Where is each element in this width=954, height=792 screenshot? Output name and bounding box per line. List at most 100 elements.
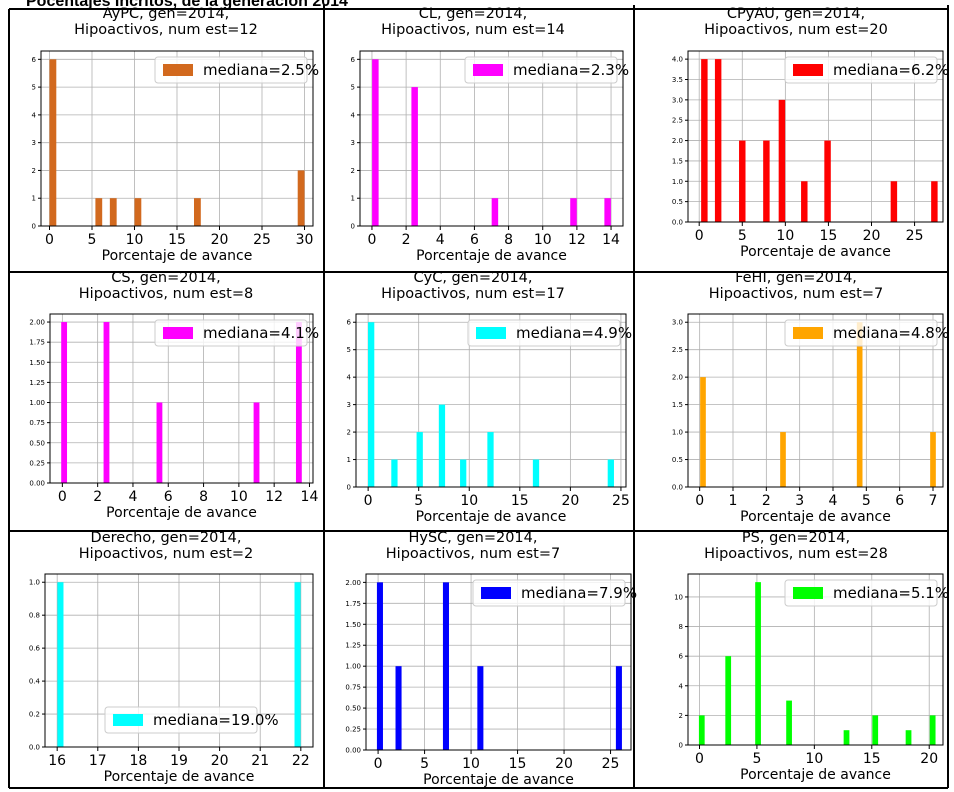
x-tick-label: 0: [695, 228, 704, 244]
y-tick-label: 0.0: [29, 744, 40, 752]
y-tick-label: 3.5: [672, 76, 683, 84]
y-tick-label: 1.00: [345, 663, 361, 671]
histogram-bar: [931, 181, 938, 222]
x-tick-label: 5: [738, 228, 747, 244]
histogram-bar: [376, 582, 383, 750]
y-tick-label: 1.5: [672, 401, 683, 409]
y-tick-label: 1: [351, 195, 355, 203]
y-tick-label: 0.50: [345, 705, 361, 713]
y-tick-label: 2.5: [672, 346, 683, 354]
y-tick-label: 0.2: [29, 711, 40, 719]
y-tick-label: 0.75: [345, 684, 361, 692]
panel-title: AyPC, gen=2014,: [103, 6, 230, 22]
y-tick-label: 6: [347, 319, 352, 327]
y-tick-label: 2.5: [672, 117, 683, 125]
histogram-bar: [109, 198, 117, 226]
histogram-bar: [607, 459, 614, 487]
x-axis-label: Porcentaje de avance: [104, 769, 255, 785]
x-tick-label: 2: [93, 489, 102, 505]
y-tick-label: 3: [351, 139, 355, 147]
plot-frame: [355, 313, 627, 488]
histogram-bar: [411, 87, 418, 226]
legend-box: [464, 56, 618, 84]
y-tick-label: 0: [347, 484, 351, 492]
y-tick-label: 0: [351, 223, 355, 231]
x-axis-label: Porcentaje de avance: [416, 509, 567, 525]
x-tick-label: 0: [374, 756, 383, 772]
figure-header: Pocentajes Incritos, de la generación 20…: [26, 0, 348, 10]
histogram-bar: [61, 322, 68, 483]
y-tick-label: 4.0: [672, 56, 683, 64]
y-tick-label: 0.50: [29, 439, 45, 447]
x-tick-label: 20: [561, 493, 579, 509]
histogram-bar: [714, 59, 722, 223]
legend-label: mediana=4.9%: [516, 324, 632, 342]
histogram-panel: CPyAU, gen=2014,Hipoactivos, num est=20 0…: [672, 6, 949, 260]
x-tick-label: 6: [470, 232, 479, 248]
legend-label: mediana=7.9%: [521, 584, 637, 602]
x-tick-label: 15: [511, 493, 529, 509]
histogram-panel: FeHI, gen=2014,Hipoactivos, num est=7 0 1 2…: [672, 270, 949, 525]
y-tick-label: 0.6: [29, 645, 41, 653]
y-tick-label: 1: [347, 456, 351, 464]
legend-box: [467, 319, 621, 347]
panel-title: Hipoactivos, num est=14: [381, 22, 565, 38]
x-axis-label: Porcentaje de avance: [416, 248, 567, 264]
x-tick-label: 5: [414, 493, 423, 509]
histogram-bar: [477, 666, 484, 750]
y-tick-label: 0: [32, 223, 36, 231]
x-tick-label: 4: [128, 489, 137, 505]
x-axis-label: Porcentaje de avance: [423, 772, 574, 788]
y-tick-label: 0.25: [29, 459, 45, 467]
x-tick-label: 15: [168, 232, 186, 248]
x-tick-label: 19: [170, 753, 188, 769]
panel-title: Hipoactivos, num est=7: [386, 546, 560, 562]
legend-box: [154, 319, 308, 347]
x-tick-label: 16: [48, 753, 66, 769]
histogram-bar: [103, 322, 110, 483]
legend-label: mediana=5.1%: [833, 584, 949, 602]
histogram-bar: [294, 582, 301, 747]
y-tick-label: 0.0: [672, 219, 683, 227]
y-tick-label: 8: [679, 623, 683, 631]
x-tick-label: 25: [612, 493, 630, 509]
y-tick-label: 6: [679, 653, 684, 661]
histogram-panel: CL, gen=2014,Hipoactivos, num est=14 0 2 4 6…: [351, 6, 630, 264]
x-tick-label: 0: [695, 751, 704, 767]
x-tick-label: 4: [829, 493, 838, 509]
x-axis-label: Porcentaje de avance: [740, 509, 891, 525]
x-tick-label: 20: [920, 751, 938, 767]
x-tick-label: 20: [211, 232, 229, 248]
histogram-bar: [438, 404, 446, 487]
panel-title: FeHI, gen=2014,: [735, 270, 857, 286]
legend-label: mediana=19.0%: [153, 711, 279, 729]
x-axis-label: Porcentaje de avance: [106, 505, 257, 521]
histogram-bar: [391, 459, 398, 487]
y-tick-label: 6: [32, 56, 37, 64]
y-tick-label: 1.50: [29, 359, 45, 367]
plot-frame: [687, 50, 944, 223]
y-tick-label: 0.5: [672, 456, 683, 464]
legend-swatch: [473, 64, 503, 76]
y-tick-label: 0.00: [345, 747, 361, 755]
x-tick-label: 20: [555, 756, 573, 772]
x-tick-label: 6: [164, 489, 173, 505]
y-tick-label: 1.75: [345, 600, 361, 608]
histogram-bar: [786, 700, 792, 745]
legend-label: mediana=2.3%: [513, 61, 629, 79]
histogram-bar: [95, 198, 103, 226]
legend-box: [784, 579, 938, 607]
panel-title: Hipoactivos, num est=17: [381, 286, 565, 302]
x-tick-label: 22: [292, 753, 310, 769]
plot-frame: [49, 313, 314, 484]
plot-frame: [365, 573, 632, 751]
y-tick-label: 0.8: [29, 612, 40, 620]
x-tick-label: 8: [504, 232, 513, 248]
histogram-bar: [416, 432, 423, 487]
legend: mediana=6.2%: [784, 56, 949, 84]
y-tick-label: 1.25: [29, 379, 45, 387]
plot-frame: [687, 313, 944, 488]
legend: mediana=4.9%: [467, 319, 632, 347]
histogram-bar: [698, 715, 705, 745]
